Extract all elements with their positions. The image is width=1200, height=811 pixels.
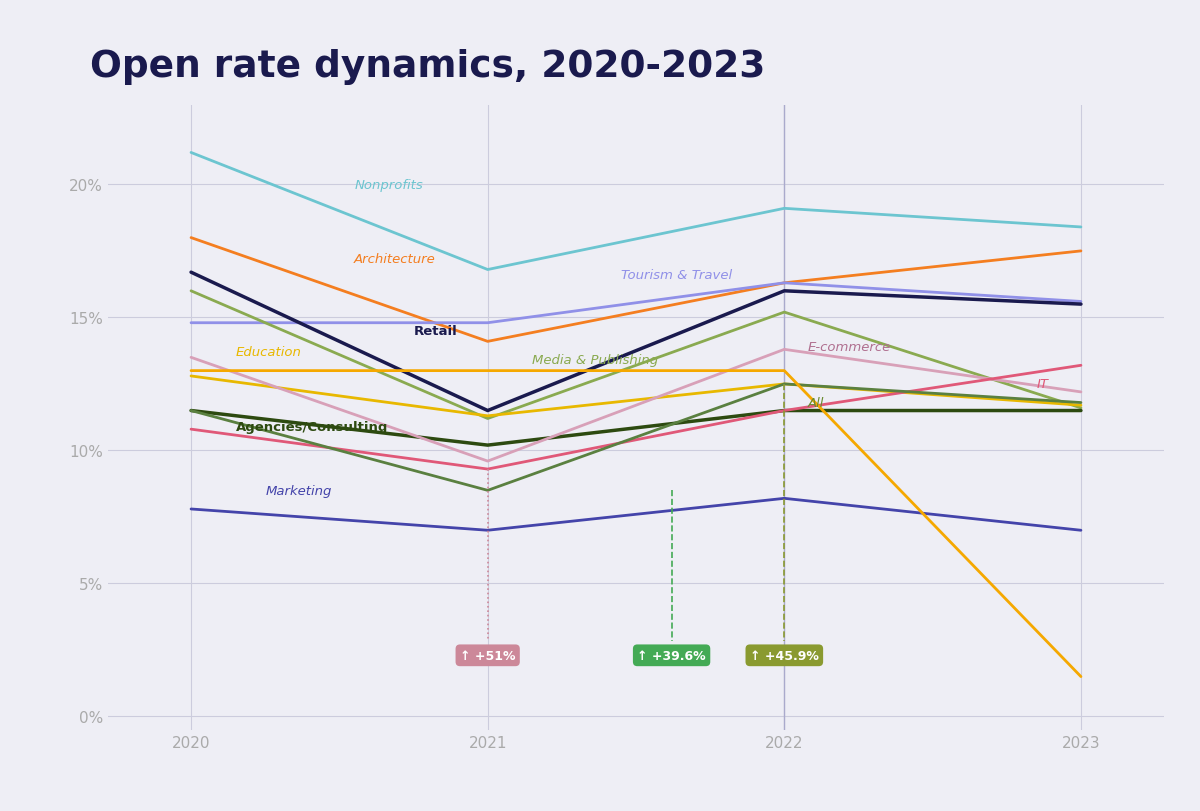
Text: Architecture: Architecture: [354, 253, 436, 266]
Text: ↑ +45.9%: ↑ +45.9%: [750, 649, 818, 662]
Text: Education: Education: [235, 346, 301, 359]
Text: Nonprofits: Nonprofits: [354, 178, 422, 191]
Text: ↑ +51%: ↑ +51%: [460, 649, 516, 662]
Text: IT: IT: [1037, 378, 1049, 391]
Text: Retail: Retail: [414, 325, 457, 338]
Text: All: All: [808, 397, 824, 410]
Text: Media & Publishing: Media & Publishing: [532, 354, 659, 367]
Text: E-commerce: E-commerce: [808, 341, 892, 354]
Text: Agencies/Consulting: Agencies/Consulting: [235, 420, 388, 433]
Text: Marketing: Marketing: [265, 484, 331, 497]
Text: Tourism & Travel: Tourism & Travel: [622, 269, 732, 282]
Text: Open rate dynamics, 2020-2023: Open rate dynamics, 2020-2023: [90, 49, 766, 84]
Text: ↑ +39.6%: ↑ +39.6%: [637, 649, 706, 662]
